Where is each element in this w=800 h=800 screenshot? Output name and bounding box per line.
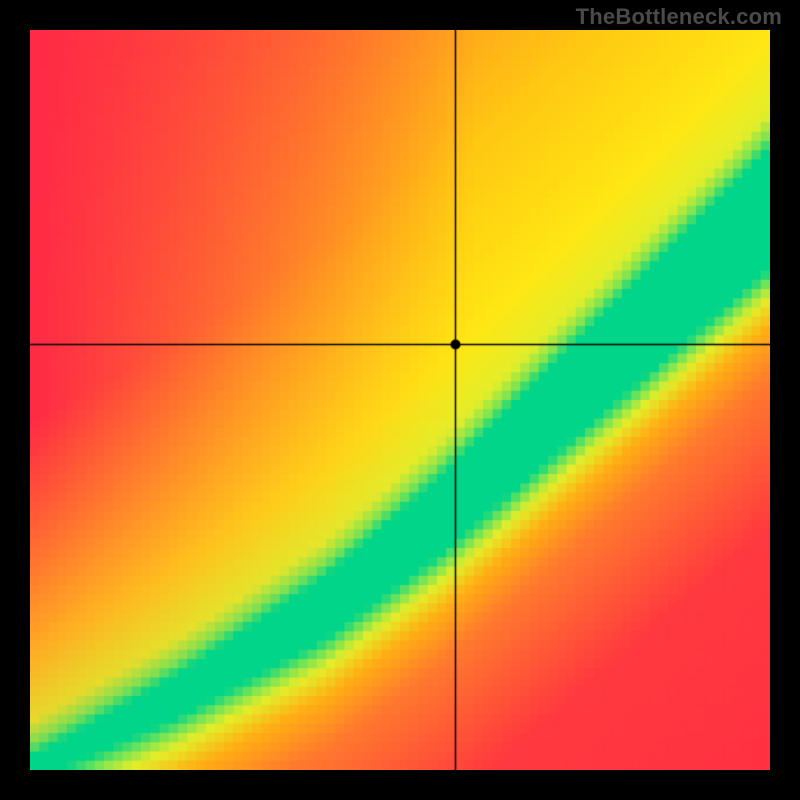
watermark-label: TheBottleneck.com [576, 4, 782, 30]
bottleneck-heatmap [30, 30, 770, 770]
